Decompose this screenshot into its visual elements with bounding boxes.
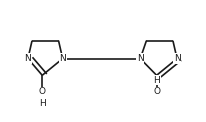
Text: N: N — [173, 54, 179, 63]
Text: N: N — [59, 54, 66, 63]
Text: O: O — [152, 87, 159, 97]
Text: N: N — [136, 54, 143, 63]
Text: H: H — [39, 99, 45, 108]
Text: O: O — [39, 87, 46, 97]
Text: N: N — [25, 54, 31, 63]
Text: H: H — [152, 76, 159, 85]
